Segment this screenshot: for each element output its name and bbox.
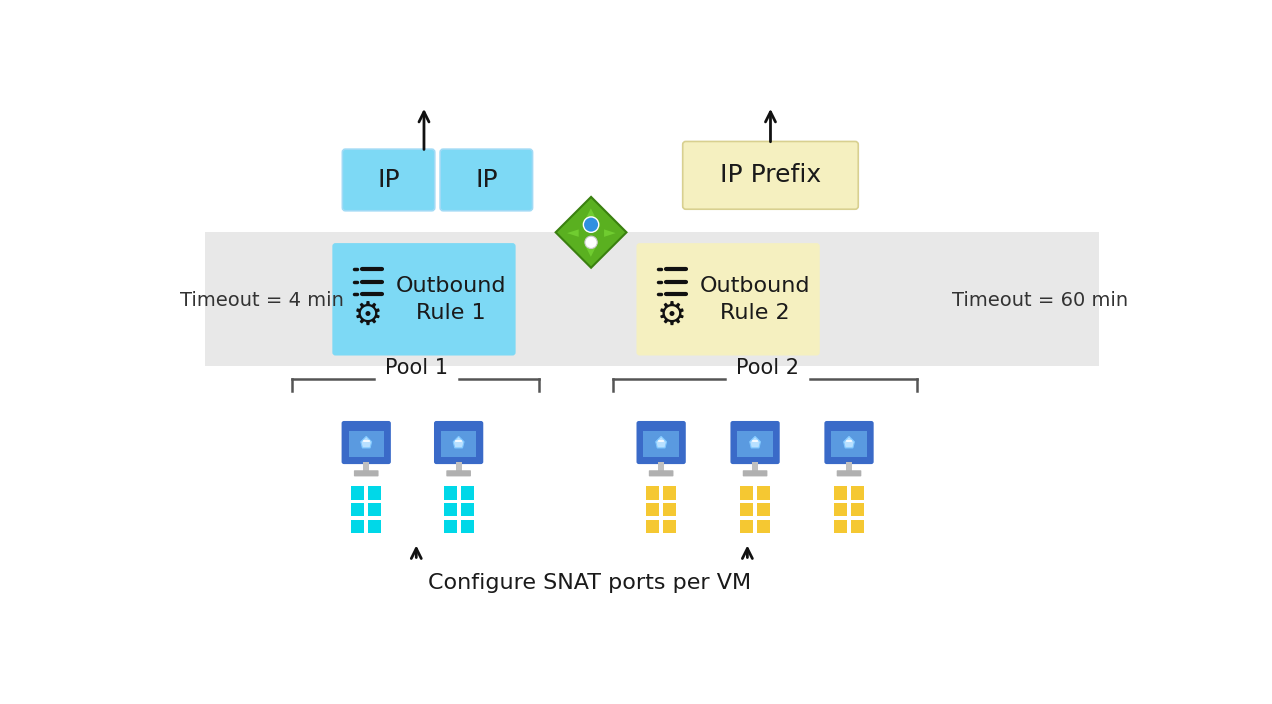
Polygon shape bbox=[656, 436, 667, 448]
Bar bbox=[644, 431, 679, 457]
Text: Pool 2: Pool 2 bbox=[736, 358, 799, 378]
Text: ⚙: ⚙ bbox=[352, 299, 383, 332]
Text: Pool 1: Pool 1 bbox=[384, 358, 448, 378]
Bar bbox=[460, 486, 473, 500]
Bar bbox=[351, 503, 364, 517]
Polygon shape bbox=[361, 436, 371, 448]
Bar bbox=[368, 486, 382, 500]
Bar bbox=[646, 486, 659, 500]
Bar bbox=[646, 503, 659, 517]
Text: IP: IP bbox=[474, 168, 497, 192]
Bar bbox=[351, 486, 364, 500]
Bar bbox=[752, 462, 758, 471]
FancyBboxPatch shape bbox=[342, 421, 391, 464]
FancyBboxPatch shape bbox=[743, 470, 767, 477]
Bar bbox=[460, 503, 473, 517]
Bar bbox=[368, 520, 382, 534]
Bar bbox=[663, 486, 677, 500]
Bar bbox=[851, 486, 864, 500]
Bar bbox=[740, 503, 753, 517]
Bar bbox=[738, 431, 773, 457]
Text: Outbound
Rule 2: Outbound Rule 2 bbox=[700, 276, 810, 322]
FancyBboxPatch shape bbox=[837, 470, 861, 477]
Bar bbox=[834, 520, 847, 534]
FancyBboxPatch shape bbox=[440, 149, 533, 210]
Polygon shape bbox=[749, 436, 761, 448]
Text: Timeout = 60 min: Timeout = 60 min bbox=[951, 291, 1128, 310]
Polygon shape bbox=[843, 436, 855, 448]
Bar bbox=[363, 462, 369, 471]
Text: ◄: ◄ bbox=[567, 225, 579, 240]
Text: Configure SNAT ports per VM: Configure SNAT ports per VM bbox=[427, 574, 750, 593]
Bar bbox=[757, 520, 770, 534]
Bar bbox=[740, 486, 753, 500]
Bar bbox=[832, 431, 866, 457]
Circle shape bbox=[584, 217, 599, 232]
Bar bbox=[444, 520, 457, 534]
Circle shape bbox=[585, 236, 598, 249]
Bar bbox=[757, 503, 770, 517]
FancyBboxPatch shape bbox=[354, 470, 379, 477]
FancyBboxPatch shape bbox=[649, 470, 673, 477]
Bar bbox=[351, 520, 364, 534]
FancyBboxPatch shape bbox=[636, 421, 686, 464]
Bar bbox=[368, 503, 382, 517]
FancyBboxPatch shape bbox=[332, 243, 515, 356]
FancyBboxPatch shape bbox=[730, 421, 780, 464]
Text: ⚙: ⚙ bbox=[656, 299, 687, 332]
FancyBboxPatch shape bbox=[342, 149, 435, 210]
Bar bbox=[205, 232, 1099, 365]
Text: Outbound
Rule 1: Outbound Rule 1 bbox=[396, 276, 506, 322]
FancyBboxPatch shape bbox=[434, 421, 483, 464]
Bar bbox=[455, 462, 462, 471]
Bar bbox=[757, 486, 770, 500]
Bar bbox=[441, 431, 476, 457]
Bar bbox=[444, 503, 457, 517]
Bar bbox=[646, 520, 659, 534]
Text: IP: IP bbox=[378, 168, 399, 192]
FancyBboxPatch shape bbox=[636, 243, 819, 356]
Bar bbox=[851, 520, 864, 534]
Bar bbox=[663, 503, 677, 517]
FancyBboxPatch shape bbox=[824, 421, 874, 464]
Text: Timeout = 4 min: Timeout = 4 min bbox=[181, 291, 345, 310]
Bar bbox=[663, 520, 677, 534]
Bar bbox=[834, 486, 847, 500]
Bar bbox=[846, 462, 852, 471]
Bar bbox=[851, 503, 864, 517]
Text: IP Prefix: IP Prefix bbox=[720, 163, 820, 187]
Bar bbox=[658, 462, 664, 471]
FancyBboxPatch shape bbox=[446, 470, 471, 477]
Bar bbox=[349, 431, 384, 457]
Bar bbox=[444, 486, 457, 500]
Bar bbox=[460, 520, 473, 534]
Polygon shape bbox=[556, 197, 627, 268]
Text: ▲: ▲ bbox=[585, 206, 597, 221]
Text: ►: ► bbox=[604, 225, 616, 240]
Polygon shape bbox=[453, 436, 464, 448]
Bar bbox=[740, 520, 753, 534]
Text: ▼: ▼ bbox=[585, 244, 597, 258]
Bar bbox=[834, 503, 847, 517]
FancyBboxPatch shape bbox=[683, 142, 859, 209]
